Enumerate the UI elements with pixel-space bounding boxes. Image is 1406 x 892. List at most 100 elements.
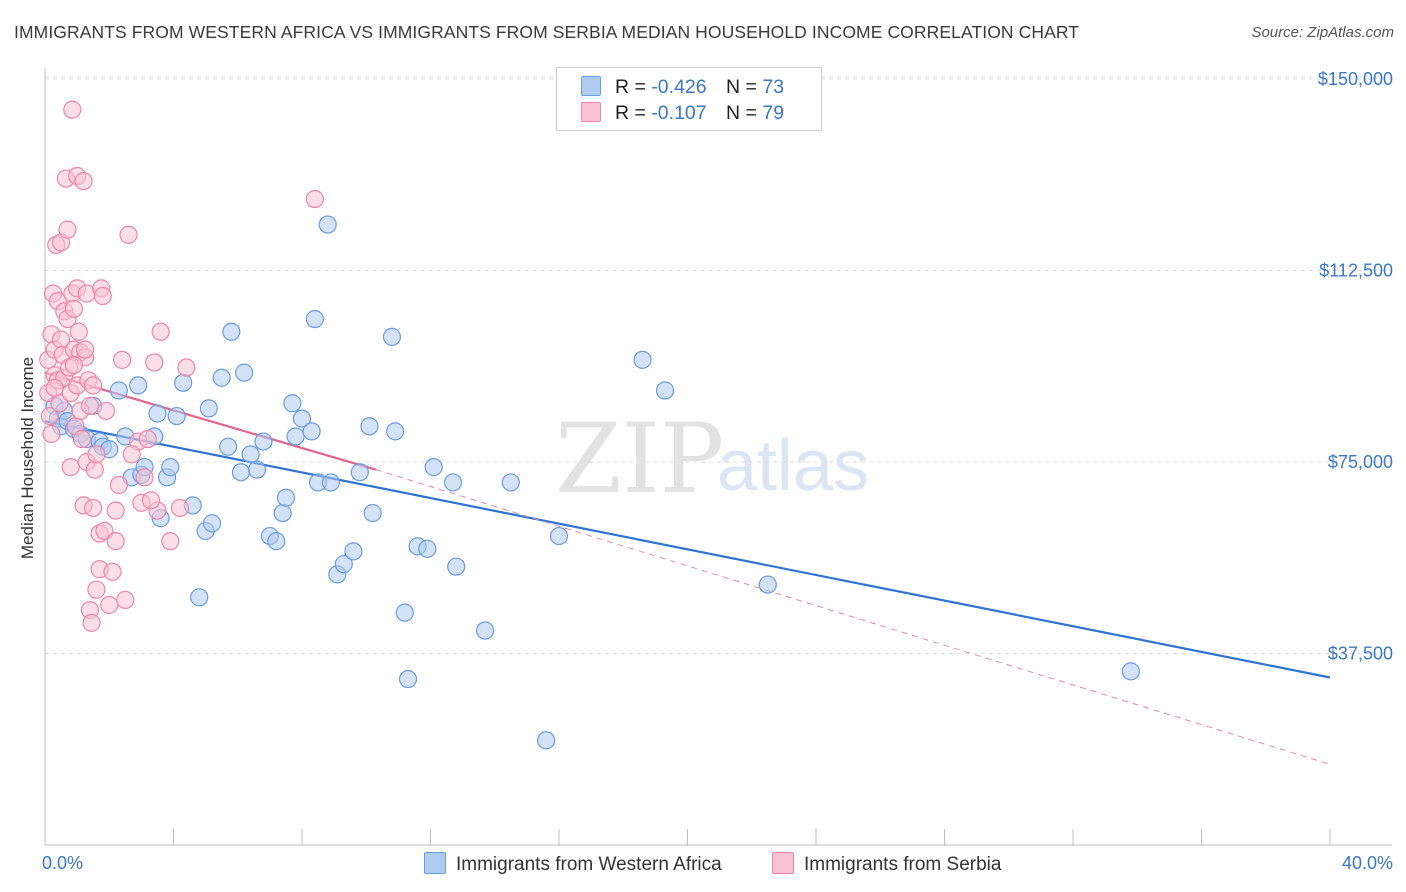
- point-serbia: [177, 358, 196, 377]
- point-western-africa: [418, 539, 437, 558]
- point-western-africa: [161, 458, 180, 477]
- point-western-africa: [129, 376, 148, 395]
- data-points: [39, 100, 1140, 750]
- point-western-africa: [386, 422, 405, 441]
- point-serbia: [106, 501, 125, 520]
- y-tick-label: $150,000: [1318, 69, 1393, 89]
- y-tick-label: $75,000: [1328, 452, 1393, 472]
- point-western-africa: [212, 368, 231, 387]
- point-western-africa: [318, 215, 337, 234]
- point-western-africa: [109, 381, 128, 400]
- point-western-africa: [231, 463, 251, 482]
- point-western-africa: [363, 503, 382, 523]
- point-western-africa: [443, 473, 463, 492]
- point-western-africa: [537, 731, 556, 750]
- point-western-africa: [655, 381, 675, 400]
- point-western-africa: [148, 404, 167, 423]
- point-serbia: [40, 406, 59, 426]
- point-serbia: [170, 498, 190, 518]
- point-western-africa: [398, 669, 418, 689]
- point-serbia: [69, 322, 88, 341]
- x-tick-label: 0.0%: [42, 853, 83, 873]
- point-serbia: [61, 458, 80, 477]
- x-tick-labels: 0.0% 40.0%: [42, 853, 1393, 873]
- point-western-africa: [549, 526, 569, 546]
- point-western-africa: [382, 327, 402, 346]
- legend-r-value: -0.107: [651, 102, 707, 124]
- point-serbia: [135, 468, 154, 487]
- source-label: Source: ZipAtlas.com: [1251, 24, 1394, 41]
- point-serbia: [112, 350, 132, 369]
- legend-swatch-serbia: [581, 102, 601, 122]
- point-western-africa: [276, 488, 296, 507]
- point-serbia: [85, 460, 104, 479]
- point-western-africa: [1121, 662, 1140, 681]
- legend-n-label: N =: [726, 76, 757, 98]
- point-western-africa: [292, 409, 312, 428]
- point-serbia: [96, 401, 116, 421]
- point-western-africa: [241, 445, 260, 464]
- watermark-atlas: atlas: [717, 426, 869, 506]
- point-western-africa: [167, 406, 186, 426]
- point-western-africa: [633, 350, 652, 369]
- point-western-africa: [476, 621, 495, 640]
- y-tick-label: $37,500: [1328, 644, 1393, 664]
- point-western-africa: [344, 542, 363, 561]
- legend-swatch-western-africa: [581, 76, 601, 96]
- point-serbia: [63, 100, 82, 119]
- point-serbia: [161, 532, 180, 551]
- point-serbia: [122, 445, 141, 464]
- point-serbia: [95, 521, 114, 541]
- point-western-africa: [235, 363, 254, 382]
- point-serbia: [58, 220, 77, 239]
- point-serbia: [80, 396, 100, 415]
- legend-r-label: R =: [615, 76, 646, 98]
- stats-legend: R = -0.426 N = 73 R = -0.107 N = 79: [556, 67, 822, 131]
- chart-title: IMMIGRANTS FROM WESTERN AFRICA VS IMMIGR…: [14, 22, 1080, 42]
- point-serbia: [87, 580, 106, 599]
- point-serbia: [145, 353, 164, 372]
- point-serbia: [74, 172, 93, 191]
- point-serbia: [87, 445, 106, 464]
- point-western-africa: [350, 463, 369, 482]
- point-western-africa: [190, 588, 209, 607]
- point-serbia: [141, 491, 161, 510]
- point-serbia: [119, 225, 138, 244]
- point-western-africa: [283, 394, 302, 413]
- bottom-legend-western-africa: Immigrants from Western Africa: [424, 852, 722, 876]
- point-serbia: [116, 590, 135, 609]
- point-western-africa: [334, 555, 353, 574]
- watermark-zip: ZIP: [555, 403, 724, 515]
- axes: [44, 68, 1392, 846]
- bottom-legend-label: Immigrants from Serbia: [804, 854, 1002, 875]
- point-serbia: [84, 498, 103, 518]
- point-western-africa: [202, 514, 222, 533]
- point-serbia: [106, 532, 125, 551]
- point-western-africa: [501, 473, 520, 492]
- point-serbia: [100, 595, 119, 615]
- point-serbia: [45, 378, 64, 398]
- legend-r-value: -0.426: [651, 76, 707, 98]
- point-serbia: [138, 429, 157, 449]
- point-serbia: [76, 340, 95, 359]
- y-tick-labels: $37,500 $75,000 $112,500 $150,000: [1318, 69, 1393, 664]
- bottom-legend-serbia: Immigrants from Serbia: [772, 852, 1001, 876]
- legend-r-label: R =: [615, 102, 646, 124]
- point-western-africa: [174, 373, 193, 392]
- point-serbia: [64, 299, 84, 318]
- point-serbia: [64, 355, 84, 375]
- point-western-africa: [286, 427, 305, 446]
- legend-n-value: 79: [762, 102, 785, 124]
- point-serbia: [82, 613, 101, 632]
- legend-row-serbia: R = -0.107 N = 79: [581, 102, 784, 126]
- trend-extension-serbia: [375, 469, 1331, 765]
- legend-row-western-africa: R = -0.426 N = 73: [581, 76, 784, 100]
- bottom-legend-label: Immigrants from Western Africa: [456, 854, 722, 875]
- point-serbia: [151, 322, 170, 341]
- point-serbia: [103, 562, 122, 581]
- point-western-africa: [302, 422, 321, 441]
- point-western-africa: [222, 322, 241, 341]
- point-serbia: [93, 286, 112, 306]
- y-axis-label: Median Household Income: [18, 357, 37, 559]
